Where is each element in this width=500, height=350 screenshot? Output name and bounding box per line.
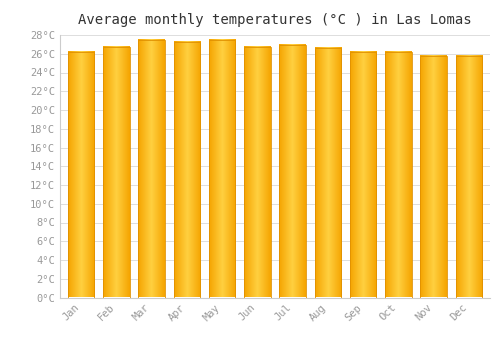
- Bar: [138, 40, 165, 298]
- Bar: [280, 45, 306, 298]
- Bar: [244, 47, 270, 298]
- Bar: [385, 52, 411, 298]
- Bar: [314, 48, 341, 298]
- Bar: [456, 56, 482, 298]
- Bar: [350, 52, 376, 298]
- Bar: [174, 42, 200, 298]
- Bar: [68, 52, 94, 298]
- Title: Average monthly temperatures (°C ) in Las Lomas: Average monthly temperatures (°C ) in La…: [78, 13, 472, 27]
- Bar: [209, 40, 236, 298]
- Bar: [420, 56, 447, 298]
- Bar: [103, 47, 130, 298]
